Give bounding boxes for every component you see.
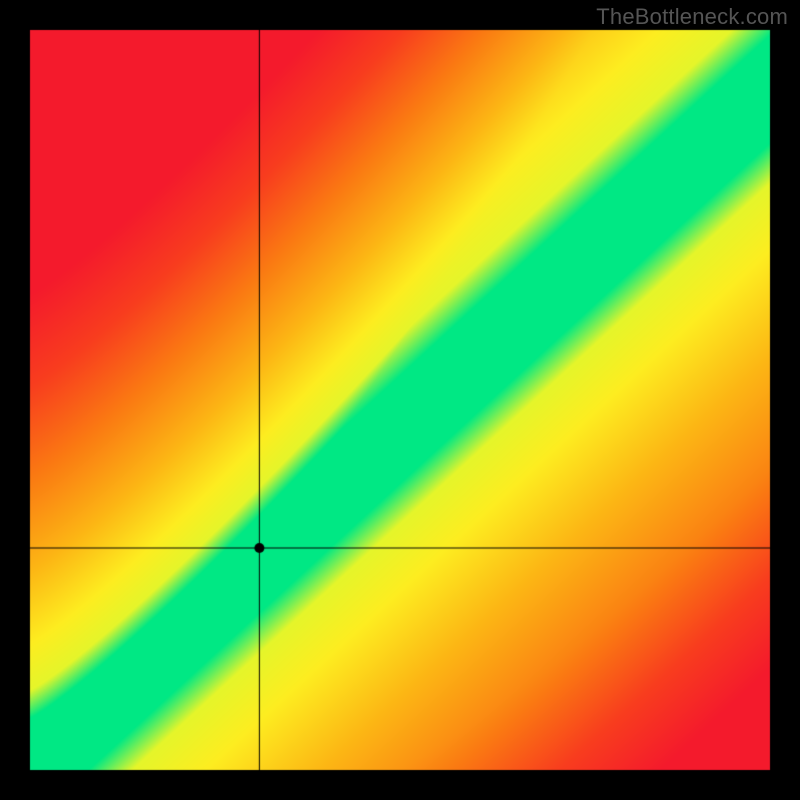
bottleneck-heatmap: [0, 0, 800, 800]
attribution-text: TheBottleneck.com: [596, 4, 788, 30]
